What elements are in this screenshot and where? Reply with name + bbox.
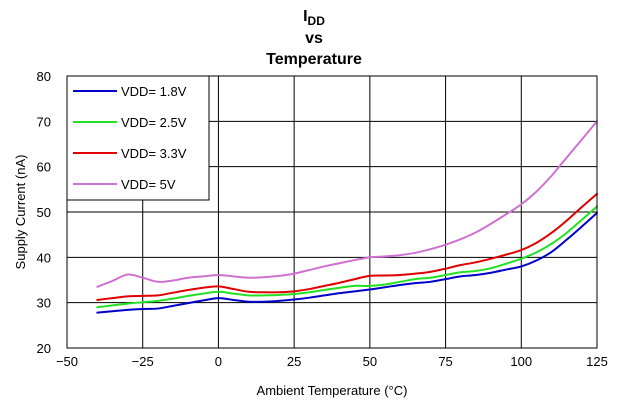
- y-tick-label: 20: [37, 341, 51, 356]
- x-tick-label: 0: [215, 354, 222, 369]
- series-line-4: [96, 120, 598, 288]
- x-axis-label: Ambient Temperature (°C): [257, 383, 408, 398]
- legend-label: VDD= 1.8V: [121, 84, 187, 99]
- x-tick-label: 50: [363, 354, 377, 369]
- series-line-1: [96, 211, 598, 314]
- x-tick-label: 100: [510, 354, 532, 369]
- y-tick-label: 30: [37, 296, 51, 311]
- legend-box: [66, 75, 210, 201]
- series-line-2: [96, 205, 598, 309]
- series-lines: [96, 120, 598, 314]
- legend: VDD= 1.8V VDD= 2.5V VDD= 3.3V VDD= 5V: [66, 75, 210, 201]
- x-tick-label: 75: [438, 354, 452, 369]
- y-tick-labels: 20 30 40 50 60 70 80: [37, 69, 51, 356]
- x-tick-label: 125: [586, 354, 608, 369]
- legend-label: VDD= 3.3V: [121, 146, 187, 161]
- chart-title: IDD vs Temperature: [266, 8, 362, 68]
- plot-frame: [66, 75, 598, 349]
- y-tick-label: 50: [37, 205, 51, 220]
- title-line-1-main: I: [303, 8, 307, 25]
- title-line-1: IDD: [303, 8, 325, 28]
- y-tick-label: 70: [37, 114, 51, 129]
- y-tick-label: 60: [37, 160, 51, 175]
- y-tick-label: 80: [37, 69, 51, 84]
- legend-label: VDD= 2.5V: [121, 115, 187, 130]
- y-tick-label: 40: [37, 250, 51, 265]
- x-tick-labels: −50 −25 0 25 50 75 100 125: [56, 354, 608, 369]
- title-line-1-sub: DD: [308, 14, 326, 28]
- title-line-2: vs: [305, 30, 323, 47]
- title-line-3: Temperature: [266, 51, 362, 68]
- legend-label: VDD= 5V: [121, 177, 176, 192]
- x-tick-label: 25: [287, 354, 301, 369]
- x-tick-label: −50: [56, 354, 78, 369]
- y-axis-label: Supply Current (nA): [13, 155, 28, 270]
- x-tick-label: −25: [132, 354, 154, 369]
- series-line-3: [96, 192, 598, 301]
